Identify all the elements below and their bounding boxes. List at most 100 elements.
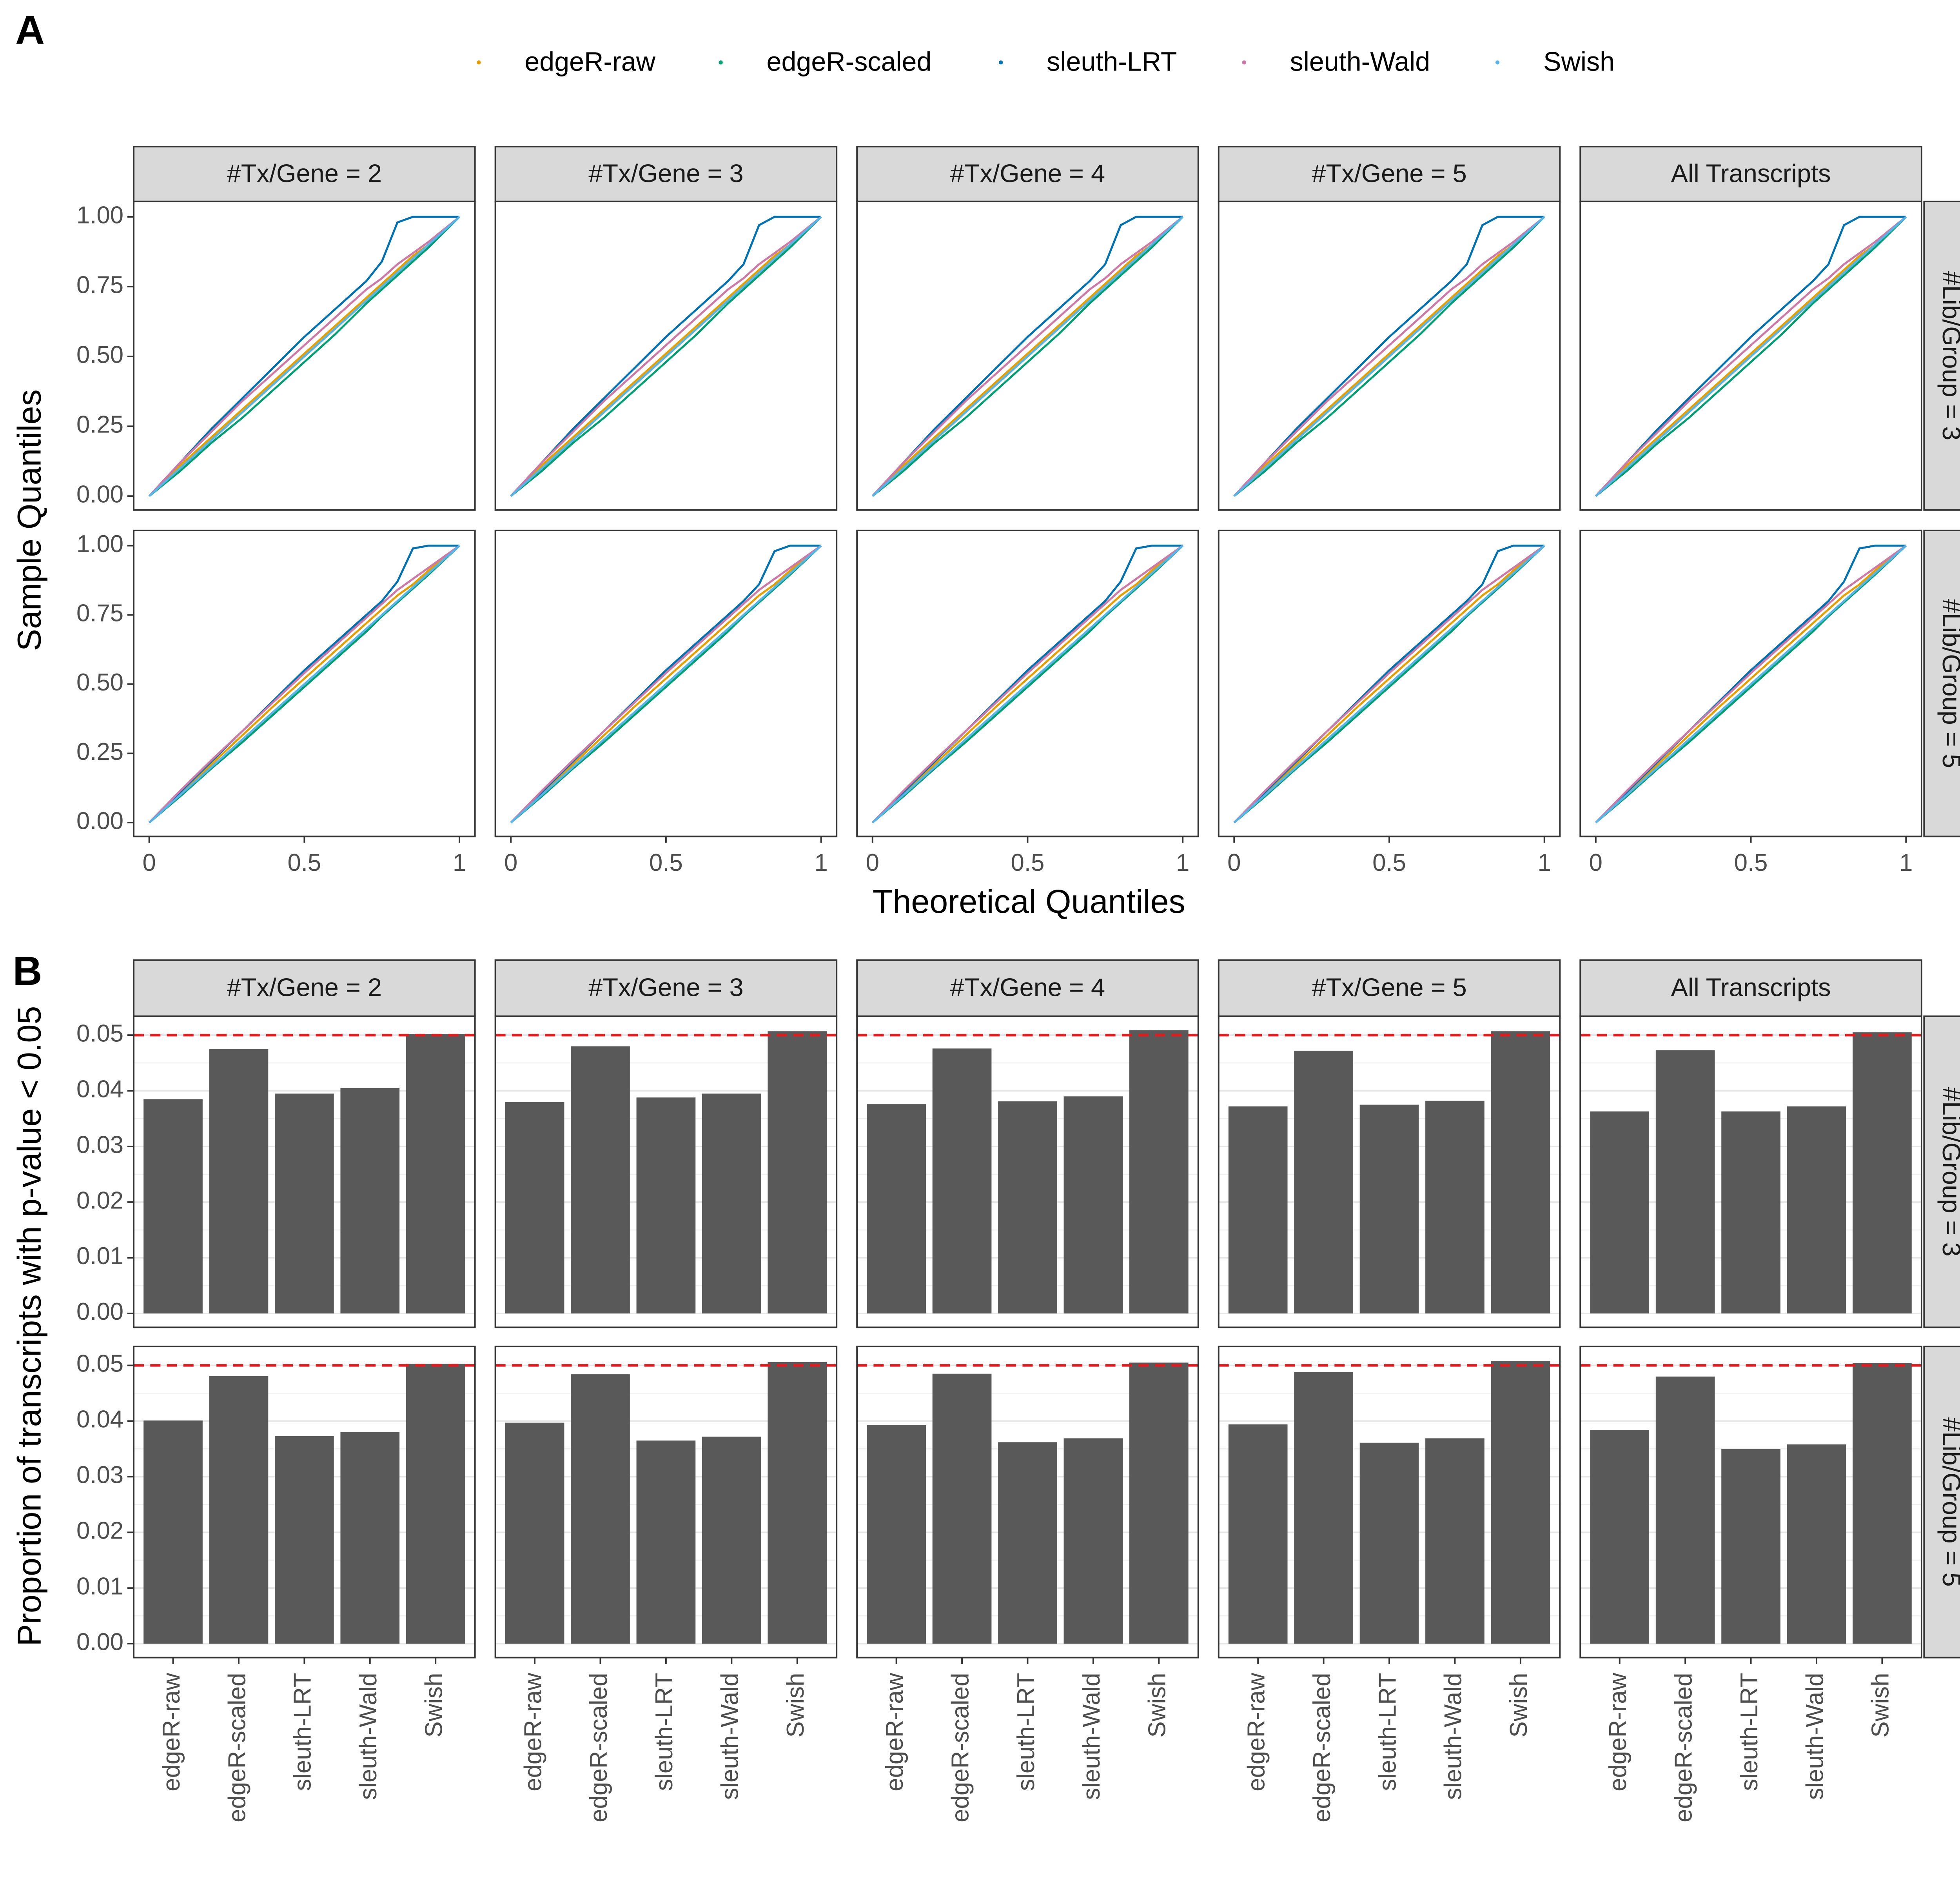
qq-line xyxy=(1595,216,1906,497)
qq-line xyxy=(872,216,1184,497)
facet-strip xyxy=(1579,959,1922,1017)
panel-tag: A xyxy=(15,7,45,53)
facet-label: #Lib/Group = 3 xyxy=(1937,1087,1960,1257)
x-tick-label: sleuth-LRT xyxy=(289,1673,316,1791)
qq-line xyxy=(510,216,822,497)
legend-label: sleuth-Wald xyxy=(1290,47,1430,77)
x-axis-title: Theoretical Quantiles xyxy=(873,883,1185,920)
x-tick-label: edgeR-scaled xyxy=(947,1673,974,1822)
bar xyxy=(406,1364,465,1644)
facet-strip xyxy=(133,146,476,202)
qq-line xyxy=(1233,545,1545,823)
panel-border xyxy=(1218,200,1561,511)
facet-strip xyxy=(494,146,838,202)
bar xyxy=(1129,1362,1189,1644)
x-tick-label: 0 xyxy=(1589,849,1602,876)
facet-strip xyxy=(856,146,1199,202)
qq-line xyxy=(1595,545,1907,823)
x-tick-label: edgeR-raw xyxy=(158,1673,185,1791)
legend-label: Swish xyxy=(1543,47,1615,77)
facet-label: #Lib/Group = 5 xyxy=(1937,1417,1960,1587)
qq-line xyxy=(872,216,1183,497)
panel-border xyxy=(856,1015,1199,1328)
bar xyxy=(505,1422,564,1644)
bar xyxy=(1359,1104,1419,1313)
bar xyxy=(143,1099,203,1313)
x-tick-label: 0 xyxy=(504,849,517,876)
x-tick-label: edgeR-scaled xyxy=(1670,1673,1697,1822)
x-tick-label: edgeR-scaled xyxy=(585,1673,612,1822)
qq-line xyxy=(148,545,460,823)
y-tick-label: 0.00 xyxy=(76,481,123,508)
x-tick-label: 1 xyxy=(1899,849,1913,876)
facet-label: #Lib/Group = 5 xyxy=(1937,599,1960,768)
x-tick-label: sleuth-Wald xyxy=(717,1673,744,1800)
qq-line xyxy=(510,216,822,497)
bar xyxy=(998,1442,1057,1644)
x-tick-label: edgeR-scaled xyxy=(1308,1673,1336,1822)
qq-line xyxy=(1233,216,1545,497)
bar xyxy=(768,1362,827,1644)
facet-strip xyxy=(1923,529,1960,837)
x-tick-label: 1 xyxy=(814,849,828,876)
qq-line xyxy=(510,545,822,823)
x-tick-label: Swish xyxy=(1867,1673,1894,1738)
legend-label: edgeR-raw xyxy=(524,47,655,77)
x-tick-label: 0 xyxy=(142,849,156,876)
facet-label: #Tx/Gene = 2 xyxy=(227,159,382,187)
bar xyxy=(932,1373,992,1644)
panel-border xyxy=(1218,1015,1561,1328)
facet-label: All Transcripts xyxy=(1671,159,1831,187)
x-tick-label: 0.5 xyxy=(1011,849,1045,876)
bar xyxy=(1787,1106,1846,1313)
y-tick-label: 0.00 xyxy=(76,1298,123,1325)
bar xyxy=(1491,1031,1550,1313)
panel-border xyxy=(856,200,1199,511)
bar xyxy=(1853,1363,1912,1644)
qq-line xyxy=(1595,545,1907,824)
bar xyxy=(636,1097,696,1313)
bar xyxy=(143,1420,203,1644)
qq-line xyxy=(1595,545,1907,823)
x-tick-label: edgeR-raw xyxy=(881,1673,908,1791)
panel-border xyxy=(494,1015,838,1328)
qq-line xyxy=(148,216,460,497)
qq-line xyxy=(148,216,460,497)
qq-line xyxy=(1595,545,1907,823)
qq-line xyxy=(1233,545,1545,824)
y-tick-label: 1.00 xyxy=(76,530,123,558)
x-tick-label: 0.5 xyxy=(1734,849,1768,876)
y-axis-title: Proportion of transcripts with p-value <… xyxy=(11,1006,48,1646)
bar xyxy=(340,1432,400,1644)
bar xyxy=(1853,1032,1912,1313)
y-tick-label: 0.01 xyxy=(76,1243,123,1270)
bar xyxy=(636,1441,696,1644)
bar xyxy=(1425,1101,1485,1313)
facet-label: #Tx/Gene = 4 xyxy=(950,159,1105,187)
bar xyxy=(1294,1050,1353,1313)
x-tick-label: 1 xyxy=(453,849,466,876)
legend-key xyxy=(719,60,723,65)
bar xyxy=(406,1034,465,1313)
x-tick-label: 1 xyxy=(1176,849,1189,876)
legend-key xyxy=(1242,60,1246,65)
bar xyxy=(505,1102,564,1313)
legend-label: edgeR-scaled xyxy=(767,47,932,77)
bar xyxy=(1590,1111,1650,1313)
bar xyxy=(340,1088,400,1313)
qq-line xyxy=(1233,216,1544,497)
bar xyxy=(571,1374,630,1644)
panel-border xyxy=(133,1015,476,1328)
panel-border xyxy=(1579,200,1922,511)
x-tick-label: 0 xyxy=(1227,849,1241,876)
qq-line xyxy=(148,216,460,497)
qq-line xyxy=(872,545,1183,824)
qq-line xyxy=(510,216,822,497)
qq-line xyxy=(510,545,822,824)
y-tick-label: 0.50 xyxy=(76,341,123,368)
bar xyxy=(768,1031,827,1313)
facet-strip xyxy=(1923,1346,1960,1659)
x-tick-label: sleuth-Wald xyxy=(355,1673,382,1800)
y-tick-label: 0.25 xyxy=(76,411,123,438)
qq-line xyxy=(871,545,1183,823)
